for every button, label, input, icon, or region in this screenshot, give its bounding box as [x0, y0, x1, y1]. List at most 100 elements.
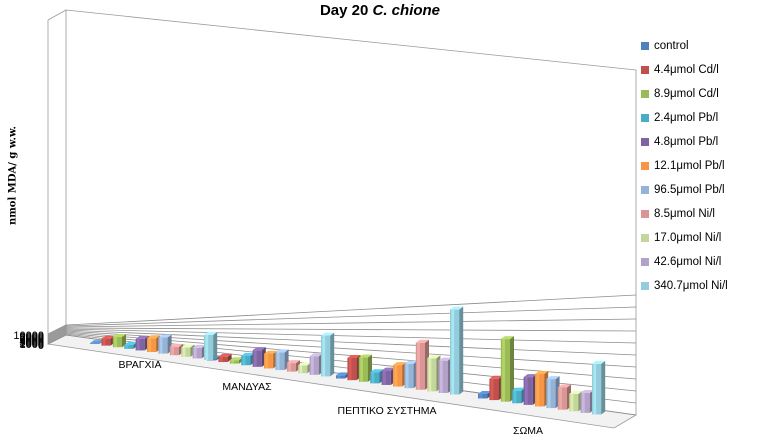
bar — [347, 354, 361, 381]
legend-swatch — [641, 90, 649, 98]
y-tick-label: 3000 — [20, 337, 44, 349]
y-tick-label: 2000 — [20, 338, 44, 350]
x-tick-labels: ΒΡΑΓΧΙΑ ΜΑΝΔΥΑΣ ΠΕΠΤΙΚΟ ΣΥΣΤΗΜΑ ΣΩΜΑ — [119, 359, 544, 437]
bar — [381, 367, 395, 385]
y-tick-label: 9000 — [20, 331, 44, 343]
legend-item: 17.0μmol Ni/l — [641, 226, 763, 250]
bar — [275, 349, 289, 371]
legend-item: 42.6μmol Ni/l — [641, 250, 763, 274]
legend-label: 8.9μmol Cd/l — [654, 88, 719, 100]
bar — [286, 360, 300, 372]
y-tick-labels: 0100020003000400050006000700080009000100… — [13, 330, 44, 352]
bar — [112, 333, 126, 348]
y-tick-label: 10000 — [13, 330, 44, 342]
x-tick-label: ΒΡΑΓΧΙΑ — [119, 359, 162, 371]
legend-label: 12.1μmol Pb/l — [654, 160, 725, 172]
legend-label: 17.0μmol Ni/l — [654, 232, 722, 244]
legend-label: 340.7μmol Ni/l — [654, 280, 728, 292]
legend-swatch — [641, 66, 649, 74]
bar — [500, 336, 514, 402]
bar — [135, 335, 149, 351]
bar — [557, 384, 571, 410]
bar — [512, 387, 526, 404]
bar — [358, 354, 372, 382]
y-tick-label: 7000 — [20, 333, 44, 345]
bar — [415, 339, 429, 390]
legend-swatch — [641, 282, 649, 290]
y-tick-label: 5000 — [20, 335, 44, 347]
bar — [158, 334, 172, 354]
bar — [204, 331, 218, 361]
legend-label: 4.4μmol Cd/l — [654, 64, 719, 76]
bar — [438, 357, 452, 393]
gridline — [65, 306, 637, 327]
legend-item: control — [641, 34, 763, 58]
bar — [580, 390, 594, 413]
legend-item: 12.1μmol Pb/l — [641, 154, 763, 178]
bar — [393, 362, 407, 387]
legend-swatch — [641, 210, 649, 218]
legend-swatch — [641, 138, 649, 146]
y-tick-label: 6000 — [20, 334, 44, 346]
gridline — [65, 294, 637, 326]
bar — [489, 375, 503, 401]
bar — [535, 371, 549, 407]
gridline — [65, 329, 637, 356]
legend-item: 8.9μmol Cd/l — [641, 82, 763, 106]
bar — [321, 332, 335, 377]
legend-item: 4.4μmol Cd/l — [641, 58, 763, 82]
chart-title-species: C. chione — [372, 2, 441, 19]
x-tick-label: ΠΕΠΤΙΚΟ ΣΥΣΤΗΜΑ — [338, 405, 437, 417]
legend-swatch — [641, 258, 649, 266]
legend-item: 4.8μmol Pb/l — [641, 130, 763, 154]
legend-swatch — [641, 42, 649, 50]
legend-swatch — [641, 114, 649, 122]
bar — [147, 335, 161, 353]
bar — [218, 353, 232, 363]
y-tick-label: 0 — [38, 340, 44, 352]
bar — [370, 369, 384, 384]
legend: control 4.4μmol Cd/l 8.9μmol Cd/l 2.4μmol P… — [641, 34, 763, 298]
gridline — [65, 318, 637, 328]
gridline — [65, 328, 637, 344]
bar — [90, 340, 104, 345]
legend-label: 8.5μmol Ni/l — [654, 208, 715, 220]
bar — [427, 355, 441, 392]
chart-title-text: Day 20 — [319, 2, 369, 19]
gridline — [65, 327, 637, 332]
legend-item: 340.7μmol Ni/l — [641, 274, 763, 298]
legend-swatch — [641, 162, 649, 170]
bar — [298, 362, 312, 374]
bar — [450, 306, 464, 395]
legend-swatch — [641, 234, 649, 242]
chart-title: Day 20 C. chione — [230, 2, 530, 19]
legend-item: 2.4μmol Pb/l — [641, 106, 763, 130]
bar — [264, 350, 278, 369]
bar — [192, 344, 206, 359]
legend-label: 96.5μmol Pb/l — [654, 184, 725, 196]
bar — [252, 347, 266, 367]
legend-item: 8.5μmol Ni/l — [641, 202, 763, 226]
legend-item: 96.5μmol Pb/l — [641, 178, 763, 202]
legend-label: 4.8μmol Pb/l — [654, 136, 719, 148]
bar — [241, 352, 255, 366]
bar — [569, 390, 583, 412]
bar — [309, 353, 323, 375]
y-tick-label: 8000 — [20, 332, 44, 344]
y-tick-label: 4000 — [20, 336, 44, 348]
legend-label: 42.6μmol Ni/l — [654, 256, 722, 268]
y-tick-label: 1000 — [20, 339, 44, 351]
bar — [404, 360, 418, 389]
legend-label: control — [654, 40, 689, 52]
bar — [523, 374, 537, 405]
legend-label: 2.4μmol Pb/l — [654, 112, 719, 124]
legend-swatch — [641, 186, 649, 194]
bars — [90, 306, 606, 415]
bar — [181, 344, 195, 357]
bar — [592, 360, 606, 415]
x-tick-label: ΣΩΜΑ — [513, 425, 543, 437]
bar — [169, 343, 183, 356]
bar — [546, 376, 560, 409]
x-tick-label: ΜΑΝΔΥΑΣ — [222, 381, 272, 393]
